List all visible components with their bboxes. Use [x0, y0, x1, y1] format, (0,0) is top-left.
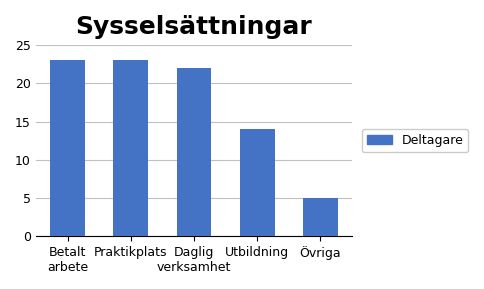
Bar	[177, 68, 212, 236]
Bar	[303, 198, 338, 236]
Bar	[50, 60, 85, 236]
Title: Sysselsättningar: Sysselsättningar	[76, 15, 312, 39]
Bar	[240, 129, 274, 236]
Bar	[113, 60, 148, 236]
Legend: Deltagare: Deltagare	[362, 129, 469, 152]
